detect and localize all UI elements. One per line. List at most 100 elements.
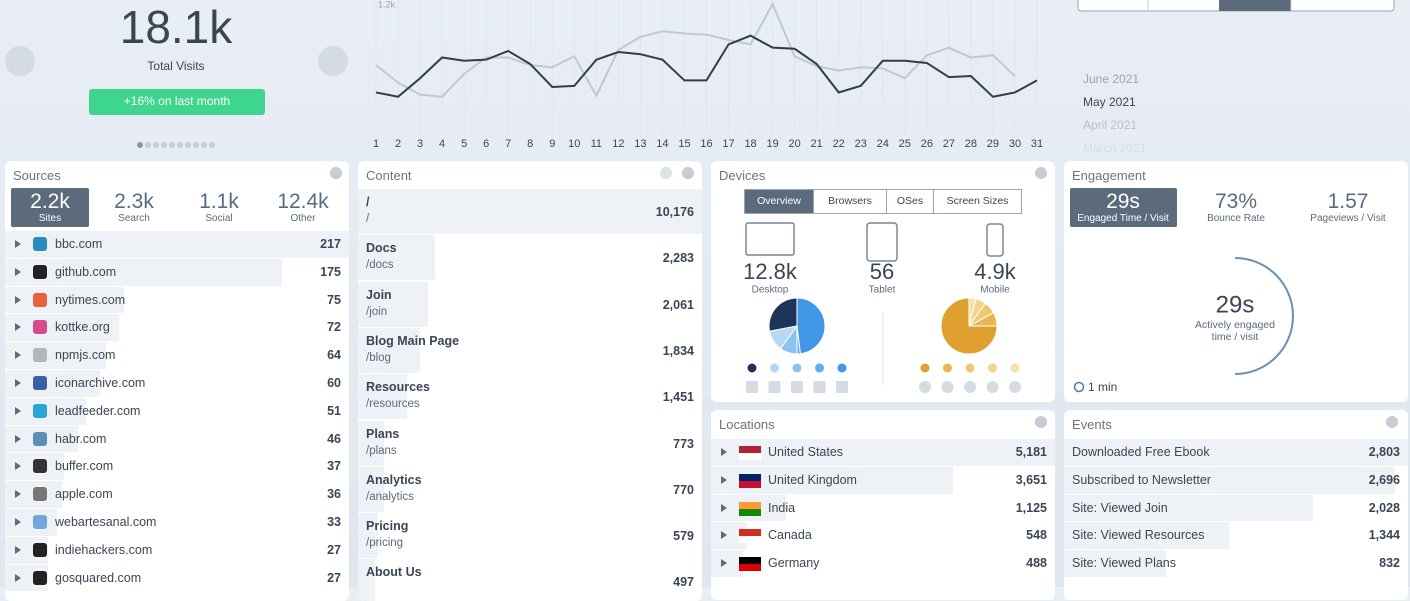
- tab-label[interactable]: Other: [290, 213, 316, 224]
- row-name[interactable]: webartesanal.com: [55, 514, 157, 529]
- month-item[interactable]: June 2021: [1083, 72, 1140, 86]
- next-arrow[interactable]: [318, 46, 348, 76]
- row-count: 5,181: [1015, 444, 1047, 459]
- page-title[interactable]: Analytics: [366, 472, 422, 487]
- expand-arrow[interactable]: [15, 573, 21, 582]
- row-name[interactable]: India: [768, 500, 796, 515]
- tab-value[interactable]: 1.57: [1327, 190, 1369, 213]
- tab-value[interactable]: 2.3k: [114, 190, 154, 213]
- row-name[interactable]: kottke.org: [55, 320, 110, 335]
- device-tab[interactable]: Screen Sizes: [933, 189, 1022, 214]
- x-tick-label: 28: [965, 138, 977, 150]
- tab-value[interactable]: 73%: [1214, 190, 1258, 213]
- expand-arrow[interactable]: [15, 323, 21, 332]
- row-name[interactable]: Downloaded Free Ebook: [1072, 444, 1210, 459]
- row-name[interactable]: leadfeeder.com: [55, 403, 141, 418]
- panel-menu[interactable]: [682, 167, 694, 179]
- month-item[interactable]: May 2021: [1083, 95, 1136, 109]
- row-name[interactable]: United States: [768, 444, 844, 459]
- row-name[interactable]: nytimes.com: [55, 292, 126, 307]
- expand-arrow[interactable]: [15, 378, 21, 387]
- row-name[interactable]: indiehackers.com: [55, 542, 153, 557]
- site-icon: [33, 264, 47, 279]
- pie-slice: [796, 297, 826, 355]
- tab-label[interactable]: Pageviews / Visit: [1310, 213, 1386, 224]
- legend-icon: [791, 381, 803, 393]
- flag: [739, 473, 761, 488]
- tab-label[interactable]: Sites: [38, 213, 62, 224]
- settings-icon[interactable]: [660, 167, 672, 179]
- expand-arrow[interactable]: [15, 490, 21, 499]
- expand-arrow[interactable]: [15, 406, 21, 415]
- tab-label[interactable]: Search: [118, 213, 150, 224]
- row-count: 10,176: [655, 205, 694, 219]
- expand-arrow[interactable]: [15, 295, 21, 304]
- tab-label[interactable]: Social: [205, 213, 233, 224]
- expand-arrow[interactable]: [721, 475, 727, 484]
- tab-value[interactable]: 29s: [1106, 190, 1140, 213]
- expand-arrow[interactable]: [15, 462, 21, 471]
- expand-arrow[interactable]: [15, 351, 21, 360]
- device-tab[interactable]: Overview: [744, 189, 814, 214]
- expand-arrow[interactable]: [721, 503, 727, 512]
- tab-value[interactable]: 2.2k: [30, 190, 70, 213]
- row-name[interactable]: Site: Viewed Plans: [1072, 556, 1176, 571]
- expand-arrow[interactable]: [721, 559, 727, 568]
- sources-panel: Sources 2.2k Sites 2.3k Search 1.1k Social 12.4…: [5, 161, 349, 601]
- row-name[interactable]: habr.com: [55, 431, 107, 446]
- row-name[interactable]: bbc.com: [55, 236, 103, 251]
- tab-value[interactable]: 1.1k: [199, 190, 239, 213]
- expand-arrow[interactable]: [15, 517, 21, 526]
- row-name[interactable]: Site: Viewed Join: [1072, 500, 1168, 515]
- page-title[interactable]: /: [366, 195, 370, 209]
- device-label: Desktop: [752, 285, 789, 296]
- page-title[interactable]: About Us: [366, 565, 422, 580]
- page-title[interactable]: Docs: [366, 241, 397, 256]
- row-name[interactable]: npmjs.com: [55, 348, 116, 363]
- expand-arrow[interactable]: [15, 434, 21, 443]
- row-name[interactable]: gosquared.com: [55, 570, 142, 585]
- expand-arrow[interactable]: [15, 267, 21, 276]
- panel-menu[interactable]: [1386, 416, 1398, 428]
- device-tab[interactable]: Browsers: [813, 189, 887, 214]
- page-title[interactable]: Blog Main Page: [366, 333, 460, 348]
- tab-value[interactable]: 12.4k: [277, 190, 329, 213]
- row-name[interactable]: iconarchive.com: [55, 375, 146, 390]
- row-count: 72: [327, 320, 341, 335]
- tab-label[interactable]: Bounce Rate: [1207, 213, 1265, 224]
- row-name[interactable]: Germany: [768, 556, 820, 571]
- row-name[interactable]: Subscribed to Newsletter: [1072, 472, 1211, 487]
- page-title[interactable]: Resources: [366, 380, 430, 395]
- page-path: /analytics: [366, 490, 414, 503]
- panel-menu[interactable]: [1035, 416, 1047, 428]
- expand-arrow[interactable]: [721, 447, 727, 456]
- row-name[interactable]: Site: Viewed Resources: [1072, 528, 1205, 543]
- x-tick-label: 22: [833, 138, 845, 150]
- row-name[interactable]: buffer.com: [55, 459, 114, 474]
- row-name[interactable]: github.com: [55, 264, 117, 279]
- x-tick-label: 19: [766, 138, 778, 150]
- tab-label[interactable]: Engaged Time / Visit: [1077, 213, 1169, 224]
- flag: [739, 557, 761, 572]
- prev-arrow[interactable]: [5, 46, 35, 76]
- month-item[interactable]: March 2021: [1083, 141, 1147, 155]
- panel-title: Events: [1072, 417, 1112, 432]
- device-tab[interactable]: OSes: [886, 189, 934, 214]
- row-bar: [1064, 522, 1229, 550]
- page-title[interactable]: Pricing: [366, 519, 409, 534]
- period-switch[interactable]: [1077, 0, 1395, 12]
- expand-arrow[interactable]: [15, 545, 21, 554]
- page-title[interactable]: Join: [366, 287, 392, 302]
- panel-menu[interactable]: [1035, 167, 1047, 179]
- expand-arrow[interactable]: [15, 239, 21, 248]
- row-name[interactable]: United Kingdom: [768, 472, 857, 487]
- page-title[interactable]: Plans: [366, 426, 400, 441]
- panel-menu[interactable]: [330, 167, 342, 179]
- site-icon: [33, 515, 47, 529]
- row-name[interactable]: Canada: [768, 528, 812, 543]
- row-name[interactable]: apple.com: [55, 487, 113, 502]
- month-item[interactable]: April 2021: [1083, 118, 1138, 132]
- expand-arrow[interactable]: [721, 531, 727, 540]
- legend-icon: [919, 381, 931, 393]
